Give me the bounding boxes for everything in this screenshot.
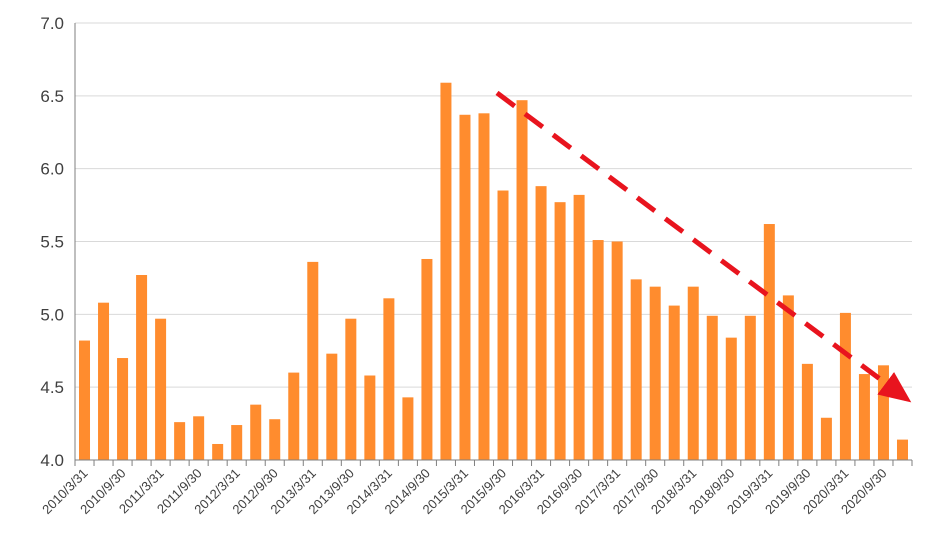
bar (896, 439, 908, 460)
y-tick-label: 5.5 (40, 233, 64, 252)
bar (269, 419, 281, 460)
bar (630, 279, 642, 460)
bar (516, 100, 528, 460)
bar (155, 318, 167, 460)
bar (535, 186, 547, 460)
trend-arrow-line (495, 90, 912, 403)
bars (79, 82, 908, 461)
y-tick-label: 6.0 (40, 160, 64, 179)
bar (839, 312, 851, 460)
bar (383, 298, 395, 460)
bar (782, 295, 794, 460)
bar (573, 194, 585, 460)
y-tick-label: 5.0 (40, 305, 64, 324)
bar (421, 258, 433, 460)
bar (326, 353, 338, 460)
bar (611, 241, 623, 460)
bar (763, 224, 775, 460)
x-tick-labels: 2010/3/312010/9/302011/3/312011/9/302012… (39, 466, 889, 518)
y-tick-labels: 4.0 4.5 5.0 5.5 6.0 6.5 7.0 (40, 14, 64, 470)
bar (687, 286, 699, 460)
bar (79, 340, 91, 460)
bar (820, 417, 832, 460)
bar (877, 365, 889, 460)
bar (193, 416, 205, 460)
bar (459, 114, 471, 461)
bar (497, 190, 509, 460)
y-tick-label: 7.0 (40, 14, 64, 33)
bar (136, 275, 148, 460)
bar (212, 443, 224, 460)
bar (744, 315, 756, 460)
y-tick-label: 6.5 (40, 87, 64, 106)
bar (402, 397, 414, 460)
bar (668, 305, 680, 460)
bar (554, 202, 566, 461)
bar (706, 315, 718, 460)
bar (592, 240, 604, 460)
bar (98, 302, 110, 460)
bar (649, 286, 661, 460)
bar (440, 82, 452, 460)
y-tick-label: 4.5 (40, 378, 64, 397)
bar (117, 358, 129, 460)
bar (345, 318, 357, 460)
bar (288, 372, 300, 460)
bar (174, 422, 186, 460)
trend-arrow (495, 90, 912, 403)
bar (478, 113, 490, 460)
bar (250, 404, 262, 460)
bar (231, 425, 243, 460)
bar (858, 374, 870, 460)
axes (74, 23, 913, 466)
bar (364, 375, 376, 460)
bar (801, 363, 813, 460)
y-tick-label: 4.0 (40, 451, 64, 470)
bar (725, 337, 737, 460)
bar (307, 261, 319, 460)
